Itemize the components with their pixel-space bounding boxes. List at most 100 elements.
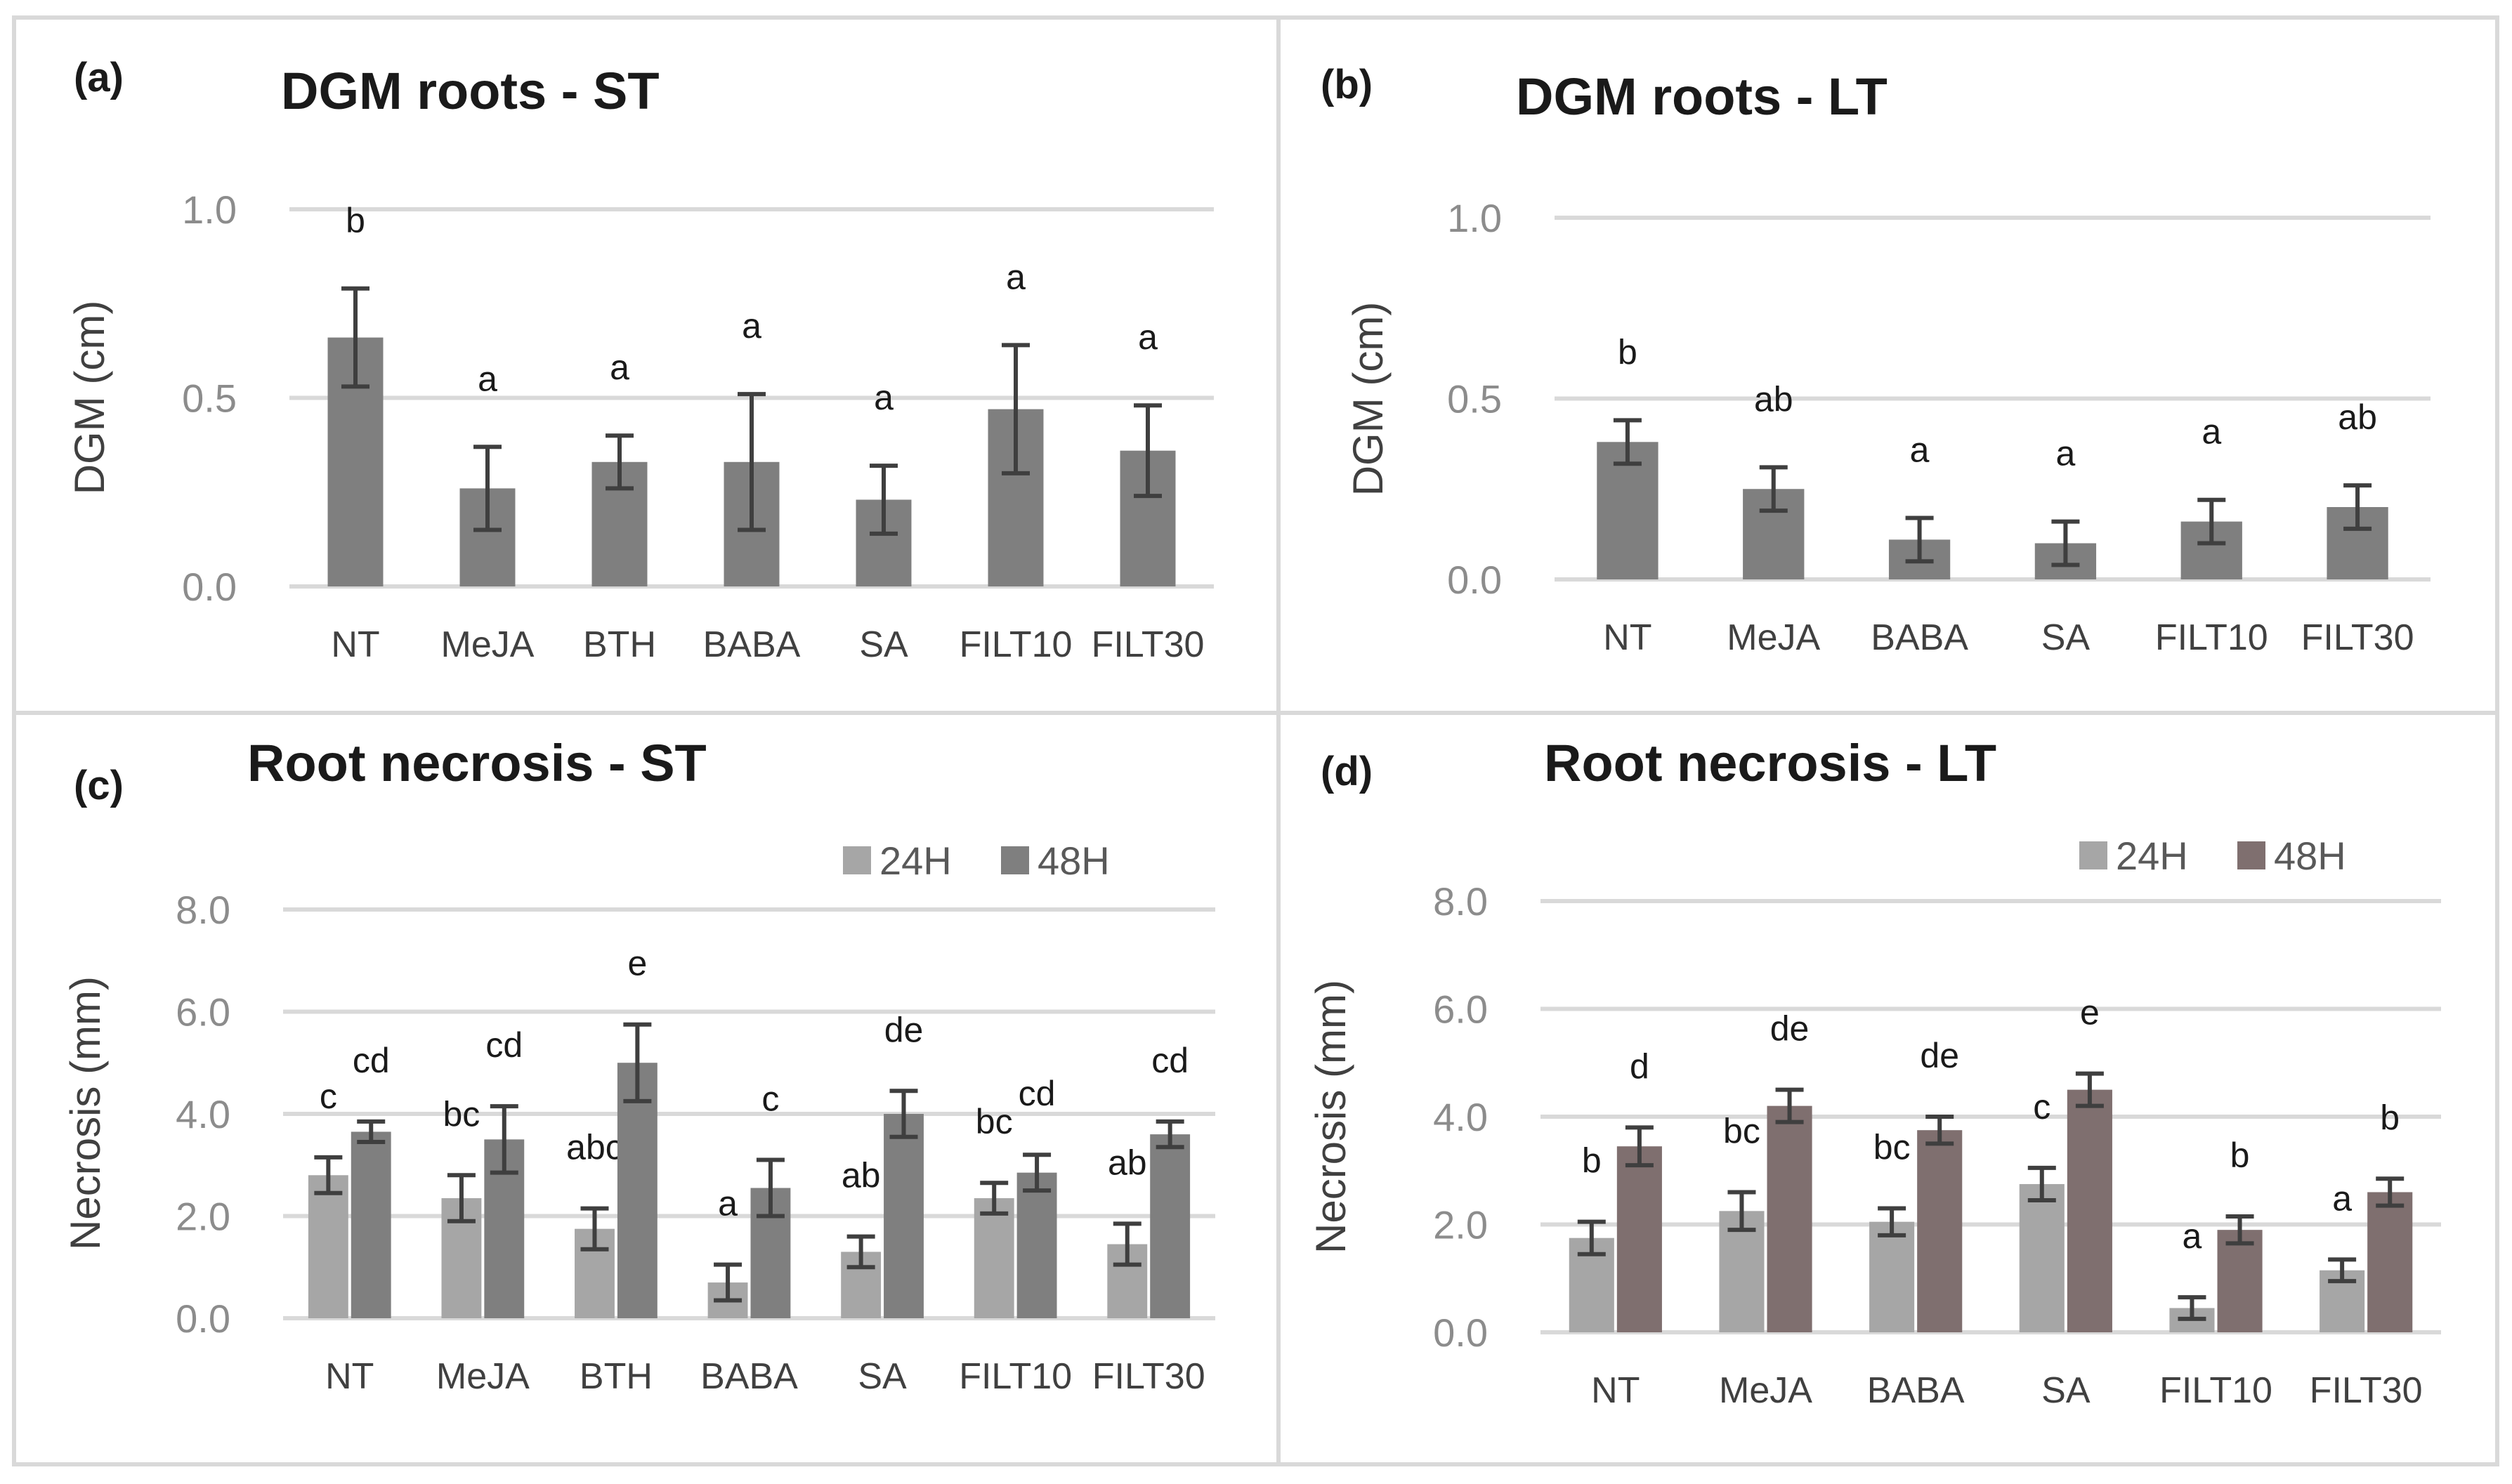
significance-letter: b (346, 201, 365, 240)
chart-title: Root necrosis - ST (247, 734, 707, 792)
y-tick-label: 4.0 (1433, 1095, 1488, 1139)
chart-title: DGM roots - ST (281, 62, 660, 120)
y-axis-label: Necrosis (mm) (62, 976, 109, 1250)
y-axis-label: DGM (cm) (66, 301, 113, 495)
significance-letter: c (2033, 1087, 2050, 1127)
y-tick-label: 1.0 (1447, 196, 1502, 240)
y-tick-label: 0.5 (1447, 377, 1502, 421)
y-tick-label: 0.0 (182, 565, 237, 609)
legend-swatch-24h (843, 846, 871, 874)
significance-letter: ab (2338, 398, 2377, 437)
significance-letter: a (1910, 430, 1930, 469)
x-tick-label: FILT10 (959, 1356, 1072, 1397)
x-tick-label: NT (331, 624, 379, 665)
bar-48h-nt (1616, 1146, 1662, 1332)
significance-letter: ab (1754, 379, 1793, 419)
significance-letter: e (627, 944, 647, 983)
significance-letter: a (1006, 257, 1026, 296)
significance-letter: a (610, 348, 629, 387)
x-tick-label: BABA (1867, 1370, 1965, 1411)
x-tick-label: MeJA (441, 624, 535, 665)
panel-label: (b) (1321, 62, 1373, 107)
y-tick-label: 8.0 (1433, 879, 1488, 924)
bar-24h-baba (1869, 1221, 1915, 1332)
x-tick-label: FILT30 (1092, 624, 1205, 665)
y-tick-label: 0.0 (1433, 1311, 1488, 1355)
panel-b: (b) DGM roots - LT 0.0 0.5 1.0 DGM (cm) NT b MeJ… (1276, 15, 2499, 715)
legend-label-48h: 48H (1038, 839, 1110, 883)
x-tick-label: FILT10 (2155, 617, 2268, 658)
x-tick-label: BABA (703, 624, 801, 665)
y-axis-label: Necrosis (mm) (1307, 980, 1354, 1254)
y-tick-label: 0.5 (182, 376, 237, 421)
y-tick-label: 8.0 (176, 888, 230, 932)
x-tick-label: FILT30 (1092, 1356, 1205, 1397)
bar-48h-filt10 (1016, 1172, 1057, 1318)
panel-a: (a) DGM roots - ST 0.0 0.5 1.0 DGM (cm) NT b MeJ… (12, 15, 1281, 715)
bar-48h-sa (884, 1114, 924, 1318)
x-tick-label: SA (2041, 617, 2091, 658)
significance-letter: c (320, 1077, 337, 1116)
significance-letter: ab (1108, 1143, 1147, 1182)
x-tick-label: BABA (1871, 617, 1968, 658)
panel-frame (1276, 711, 2499, 1466)
panel-c: (c) Root necrosis - ST 0.0 2.0 4.0 6.0 8.0 Necr… (12, 711, 1281, 1466)
bar-48h-sa (2067, 1089, 2112, 1332)
legend-label-48h: 48H (2274, 834, 2346, 878)
x-tick-label: BABA (700, 1356, 798, 1397)
significance-letter: de (1770, 1009, 1810, 1049)
significance-letter: bc (1723, 1111, 1760, 1150)
chart-title: DGM roots - LT (1516, 67, 1888, 126)
significance-letter: bc (976, 1102, 1013, 1141)
significance-letter: d (1630, 1046, 1649, 1086)
bar-48h-nt (351, 1131, 391, 1318)
x-tick-label: BTH (583, 624, 656, 665)
panel-d: (d) Root necrosis - LT 0.0 2.0 4.0 6.0 8.0 Necr… (1276, 711, 2499, 1466)
x-tick-label: FILT10 (960, 624, 1073, 665)
y-tick-label: 4.0 (176, 1092, 230, 1136)
significance-letter: a (718, 1184, 738, 1223)
legend-label-24h: 24H (879, 839, 952, 883)
significance-letter: de (884, 1010, 924, 1049)
bar-48h-filt30 (1150, 1134, 1191, 1318)
bar-48h-meja (1767, 1105, 1812, 1332)
significance-letter: bc (443, 1094, 480, 1134)
y-tick-label: 6.0 (176, 990, 230, 1035)
significance-letter: a (1138, 317, 1158, 357)
significance-letter: cd (1019, 1074, 1056, 1113)
bar-24h-nt (308, 1175, 348, 1318)
significance-letter: a (742, 306, 761, 346)
x-tick-label: MeJA (1719, 1370, 1812, 1411)
significance-letter: a (874, 378, 894, 417)
x-tick-label: SA (859, 624, 908, 665)
significance-letter: a (478, 359, 497, 398)
significance-letter: ab (842, 1156, 881, 1195)
bar-24h-sa (2019, 1183, 2065, 1332)
significance-letter: cd (1151, 1041, 1189, 1080)
x-tick-label: BTH (580, 1356, 653, 1397)
y-tick-label: 6.0 (1433, 987, 1488, 1032)
panel-label: (c) (74, 763, 124, 808)
x-tick-label: NT (1591, 1370, 1640, 1411)
x-tick-label: FILT30 (2310, 1370, 2423, 1411)
x-tick-label: MeJA (436, 1356, 530, 1397)
significance-letter: cd (353, 1041, 390, 1080)
y-axis-label: DGM (cm) (1345, 302, 1392, 497)
bar-48h-filt10 (2217, 1230, 2263, 1332)
legend-swatch-48h (2237, 841, 2265, 869)
significance-letter: e (2080, 993, 2100, 1032)
y-tick-label: 2.0 (176, 1195, 230, 1239)
x-tick-label: NT (1603, 617, 1651, 658)
legend-label-24h: 24H (2116, 834, 2188, 878)
bar-48h-bth (617, 1063, 658, 1318)
x-tick-label: NT (325, 1356, 374, 1397)
significance-letter: b (1582, 1141, 1602, 1181)
chart-title: Root necrosis - LT (1544, 734, 1996, 792)
bar-24h-filt10 (974, 1198, 1014, 1318)
significance-letter: a (2183, 1216, 2202, 1256)
significance-letter: abc (566, 1128, 623, 1167)
x-tick-label: SA (858, 1356, 907, 1397)
y-tick-label: 1.0 (182, 188, 237, 232)
significance-letter: c (761, 1079, 779, 1118)
significance-letter: b (2380, 1098, 2400, 1137)
